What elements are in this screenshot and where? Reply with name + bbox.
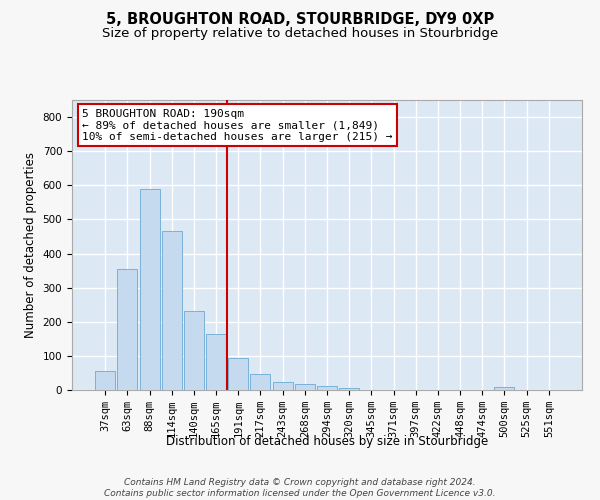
- Bar: [118, 269, 137, 390]
- Y-axis label: Number of detached properties: Number of detached properties: [24, 152, 37, 338]
- Bar: [228, 358, 248, 390]
- Text: Contains HM Land Registry data © Crown copyright and database right 2024.
Contai: Contains HM Land Registry data © Crown c…: [104, 478, 496, 498]
- Bar: [494, 388, 514, 390]
- Bar: [295, 384, 315, 390]
- Text: 5 BROUGHTON ROAD: 190sqm
← 89% of detached houses are smaller (1,849)
10% of sem: 5 BROUGHTON ROAD: 190sqm ← 89% of detach…: [82, 108, 392, 142]
- Bar: [140, 190, 160, 390]
- Bar: [272, 382, 293, 390]
- Bar: [339, 388, 359, 390]
- Bar: [184, 311, 204, 390]
- Bar: [206, 334, 226, 390]
- Text: Size of property relative to detached houses in Stourbridge: Size of property relative to detached ho…: [102, 28, 498, 40]
- Bar: [317, 386, 337, 390]
- Text: 5, BROUGHTON ROAD, STOURBRIDGE, DY9 0XP: 5, BROUGHTON ROAD, STOURBRIDGE, DY9 0XP: [106, 12, 494, 28]
- Bar: [250, 374, 271, 390]
- Bar: [95, 370, 115, 390]
- Text: Distribution of detached houses by size in Stourbridge: Distribution of detached houses by size …: [166, 435, 488, 448]
- Bar: [162, 232, 182, 390]
